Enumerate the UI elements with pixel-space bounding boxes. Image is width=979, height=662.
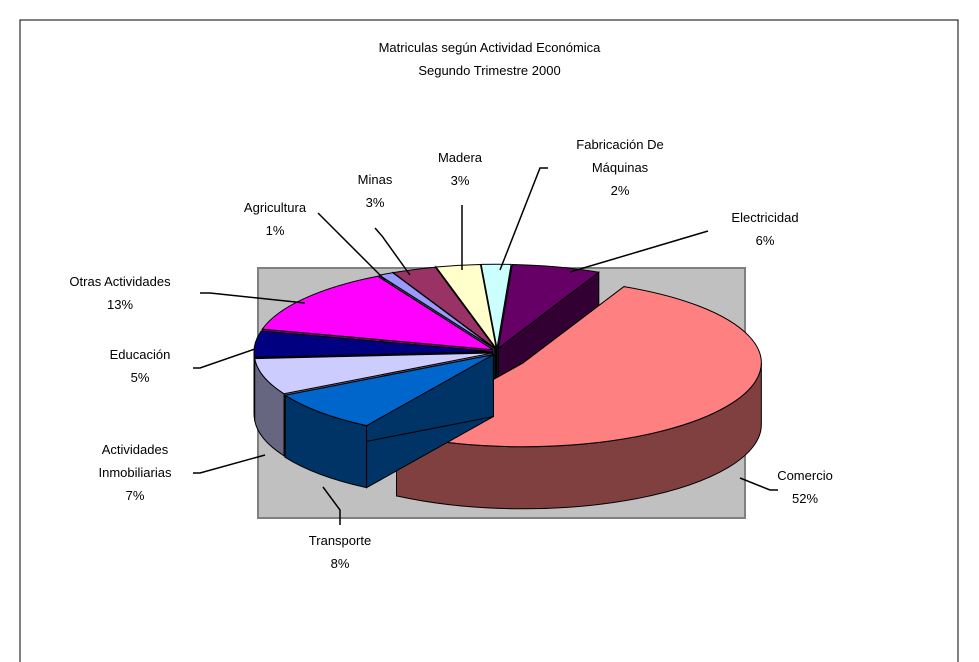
label-category: Agricultura bbox=[243, 200, 307, 215]
slice bbox=[254, 352, 493, 395]
leader-line bbox=[499, 167, 548, 271]
leader-line bbox=[374, 227, 411, 276]
data-label: Fabricación De Máquinas 2% bbox=[565, 133, 675, 202]
label-category: Otras Actividades bbox=[69, 274, 171, 289]
leader-lines bbox=[193, 167, 778, 525]
slice bbox=[435, 263, 497, 349]
label-category: Comercio bbox=[777, 468, 833, 483]
slice bbox=[480, 263, 512, 349]
label-value: 6% bbox=[755, 233, 775, 248]
data-label: Transporte 8% bbox=[309, 529, 371, 575]
leader-line bbox=[193, 454, 266, 474]
label-value: 5% bbox=[130, 370, 150, 385]
leader-line bbox=[200, 292, 306, 304]
data-label: Minas 3% bbox=[358, 168, 393, 214]
label-value: 13% bbox=[106, 297, 134, 312]
label-value: 52% bbox=[791, 491, 819, 506]
leader-line bbox=[317, 212, 386, 281]
data-label: Actividades Inmobiliarias 7% bbox=[87, 438, 183, 507]
leader-line bbox=[322, 486, 341, 525]
label-value: 3% bbox=[450, 173, 470, 188]
leader-line bbox=[739, 477, 778, 491]
label-category: Transporte bbox=[308, 533, 372, 548]
leader-line bbox=[569, 230, 709, 273]
slice bbox=[283, 354, 494, 427]
chart-title: Matriculas según Actividad Económica bbox=[378, 40, 601, 55]
label-category: Educación bbox=[109, 347, 171, 362]
slice bbox=[497, 264, 601, 350]
data-label: Educación 5% bbox=[110, 343, 171, 389]
label-value: 8% bbox=[330, 556, 350, 571]
data-label: Agricultura 1% bbox=[244, 196, 306, 242]
label-category: Madera bbox=[437, 150, 483, 165]
leader-line bbox=[193, 348, 256, 369]
slice bbox=[261, 275, 494, 351]
chart-subtitle: Segundo Trimestre 2000 bbox=[418, 63, 561, 78]
pie bbox=[253, 263, 762, 510]
label-value: 3% bbox=[365, 195, 385, 210]
data-label: Electricidad 6% bbox=[731, 206, 798, 252]
label-value: 1% bbox=[265, 223, 285, 238]
data-label: Madera 3% bbox=[438, 146, 482, 192]
label-category: Actividades Inmobiliarias bbox=[98, 442, 172, 480]
slice bbox=[253, 330, 493, 358]
label-value: 2% bbox=[610, 183, 630, 198]
label-category: Electricidad bbox=[731, 210, 799, 225]
label-value: 7% bbox=[125, 488, 145, 503]
label-category: Fabricación De Máquinas bbox=[576, 137, 664, 175]
label-category: Minas bbox=[357, 172, 393, 187]
data-label: Otras Actividades 13% bbox=[69, 270, 170, 316]
data-label: Comercio 52% bbox=[777, 464, 833, 510]
